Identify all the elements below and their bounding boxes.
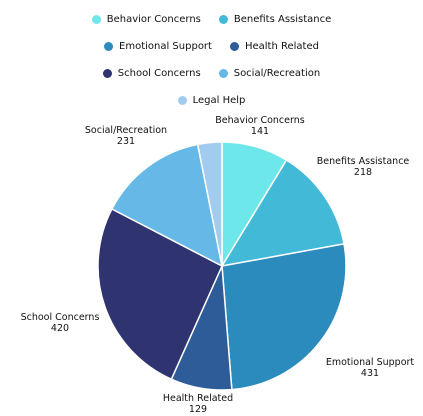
slice-value-benefits-assistance: 218: [354, 167, 372, 178]
legend-swatch: [104, 42, 114, 51]
legend-item-school-concerns[interactable]: School Concerns: [102, 68, 201, 79]
legend: Behavior Concerns Benefits Assistance Em…: [0, 6, 423, 114]
legend-item-benefits-assistance[interactable]: Benefits Assistance: [218, 14, 332, 25]
slice-value-social-recreation: 231: [117, 136, 135, 147]
legend-swatch: [229, 42, 239, 51]
slice-label-benefits-assistance: Benefits Assistance: [317, 156, 410, 167]
pie-slice-benefits-assistance[interactable]: [220, 159, 345, 268]
legend-label: School Concerns: [117, 68, 201, 79]
pie-slice-school-concerns[interactable]: [97, 207, 223, 381]
pie-slice-legal-help[interactable]: [196, 141, 223, 267]
pie-slice-emotional-support[interactable]: [221, 243, 347, 391]
legend-label: Social/Recreation: [233, 68, 321, 79]
legend-swatch: [91, 15, 101, 24]
legend-item-behavior-concerns[interactable]: Behavior Concerns: [91, 14, 201, 25]
legend-row: Emotional Support Health Related: [0, 33, 423, 60]
legend-label: Health Related: [244, 41, 319, 52]
slice-value-school-concerns: 420: [51, 323, 69, 334]
legend-swatch: [102, 69, 112, 78]
slice-label-school-concerns: School Concerns: [21, 312, 100, 323]
legend-label: Behavior Concerns: [106, 14, 201, 25]
slice-value-emotional-support: 431: [361, 368, 379, 379]
legend-item-health-related[interactable]: Health Related: [229, 41, 319, 52]
legend-swatch: [218, 69, 228, 78]
legend-label: Benefits Assistance: [233, 14, 332, 25]
slice-label-emotional-support: Emotional Support: [326, 357, 415, 368]
legend-label: Legal Help: [192, 95, 246, 106]
slice-value-behavior-concerns: 141: [251, 126, 269, 137]
legend-swatch: [177, 96, 187, 105]
legend-row: School Concerns Social/Recreation: [0, 60, 423, 87]
legend-row: Behavior Concerns Benefits Assistance: [0, 6, 423, 33]
legend-swatch: [218, 15, 228, 24]
legend-row: Legal Help: [0, 87, 423, 114]
slice-label-behavior-concerns: Behavior Concerns: [215, 115, 304, 126]
pie-slice-social-recreation[interactable]: [110, 143, 224, 268]
legend-item-emotional-support[interactable]: Emotional Support: [104, 41, 212, 52]
legend-label: Emotional Support: [119, 41, 212, 52]
slice-label-social-recreation: Social/Recreation: [85, 125, 167, 136]
slice-value-health-related: 129: [189, 404, 207, 415]
slice-label-health-related: Health Related: [163, 393, 233, 404]
legend-item-social-recreation[interactable]: Social/Recreation: [218, 68, 321, 79]
legend-item-legal-help[interactable]: Legal Help: [177, 95, 246, 106]
